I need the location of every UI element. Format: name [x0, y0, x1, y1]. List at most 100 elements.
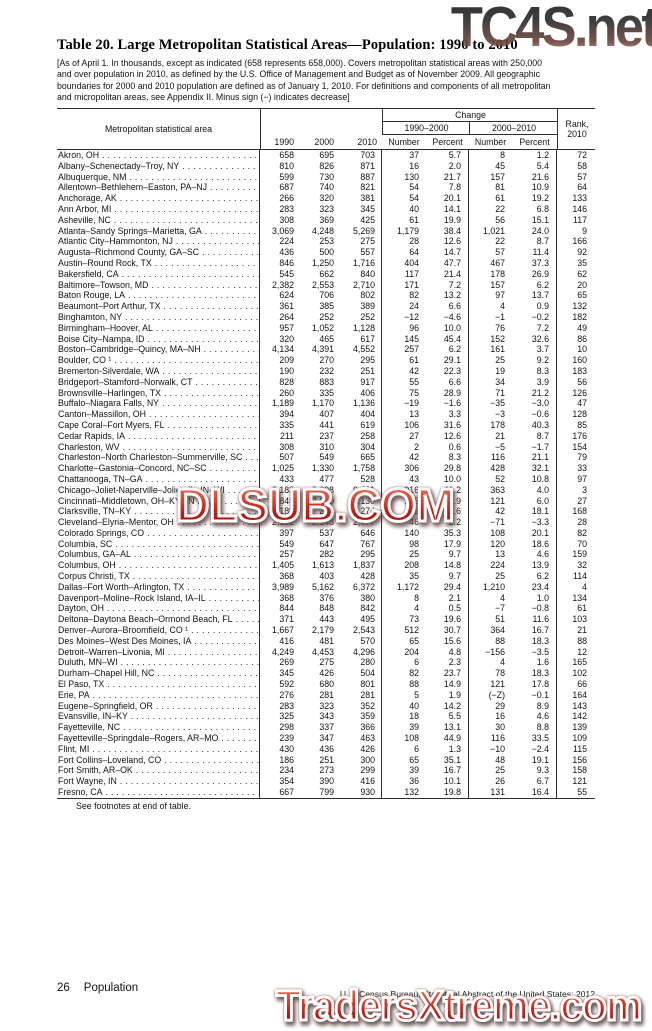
metro-area-name: Brownsville–Harlingen, TX...............… [57, 387, 260, 399]
metro-area-name: Asheville, NC...........................… [57, 214, 260, 226]
table-cell: 30.7 [426, 625, 469, 636]
section-name: Population [83, 982, 139, 994]
table-cell: 425 [340, 214, 382, 226]
metro-area-name: Deltona–Daytona Beach–Ormond Beach, FL..… [57, 614, 260, 626]
table-cell: 35.1 [426, 754, 469, 766]
metro-area-name: Fayetteville, NC........................… [58, 722, 260, 734]
table-cell: 801 [340, 679, 382, 690]
table-cell: 58 [577, 160, 587, 171]
table-cell: 52 [495, 473, 505, 484]
table-cell: 802 [340, 290, 382, 302]
table-cell: 397 [279, 527, 294, 538]
metro-area-name: Dallas–Fort Worth–Arlington, TX.........… [58, 581, 260, 593]
table-cell: 740 [319, 182, 334, 193]
table-cell: 20.1 [512, 527, 557, 539]
metro-area-name: Chicago–Joliet-Naperville–Joliet, IL–IN–… [57, 484, 260, 496]
population-table: Metropolitan statistical area Change 199… [57, 108, 595, 799]
metro-area-name: Denver–Aurora–Broomfield, CO ¹..........… [57, 625, 260, 636]
table-cell: 86 [577, 333, 587, 344]
table-cell: −35 [490, 398, 505, 409]
table-cell: (−Z) [488, 689, 505, 700]
table-row: Charleston, WV..........................… [57, 441, 595, 453]
table-cell: 13 [409, 409, 419, 420]
table-cell: 1.0 [512, 592, 557, 604]
dot-leader: ........................................… [208, 592, 259, 603]
metro-area-name: Canton–Massillon, OH....................… [57, 409, 260, 420]
table-cell: 8.3 [512, 365, 557, 377]
table-cell: 430 [279, 743, 294, 754]
table-cell: 11.6 [512, 614, 557, 626]
table-cell: 23.4 [512, 581, 557, 593]
dot-leader: ........................................… [225, 485, 259, 496]
watermark-dlsub: DLSUB.COM [175, 478, 457, 533]
table-cell: 19.6 [426, 614, 469, 626]
table-cell: 109 [572, 733, 587, 744]
table-cell: 22 [495, 203, 505, 214]
table-cell: 142 [572, 711, 587, 722]
dot-leader: ........................................… [119, 776, 259, 787]
table-cell: 264 [279, 311, 294, 322]
table-row: Allentown–Bethlehem–Easton, PA–NJ.......… [57, 182, 595, 194]
table-cell: 404 [404, 257, 419, 268]
table-row: Bremerton-Silverdale, WA................… [57, 365, 595, 377]
table-cell: 48 [495, 754, 505, 765]
dot-leader: ........................................… [175, 236, 259, 247]
table-cell: 416 [279, 635, 294, 646]
table-cell: 549 [319, 452, 334, 463]
table-cell: 28 [577, 517, 587, 528]
table-cell: 9.7 [426, 571, 469, 582]
table-cell: 23.7 [426, 668, 469, 680]
table-cell: 131 [490, 787, 505, 798]
table-row: Colorado Springs, CO....................… [57, 527, 595, 539]
dot-leader: ........................................… [182, 160, 259, 171]
table-cell: 116 [490, 733, 505, 744]
table-row: Austin–Round Rock, TX...................… [57, 257, 595, 269]
table-cell: 343 [319, 711, 334, 722]
table-cell: 883 [319, 376, 334, 387]
table-cell: 269 [279, 657, 294, 668]
table-cell: 14.9 [426, 679, 469, 690]
table-cell: 1.6 [512, 657, 557, 669]
table-cell: 211 [279, 430, 294, 441]
column-header-percent-2: Percent [519, 137, 550, 147]
table-cell: 258 [340, 430, 382, 442]
table-cell: 282 [319, 549, 334, 560]
table-cell: 82 [409, 290, 419, 301]
table-cell: 361 [279, 301, 294, 312]
dot-leader: ........................................… [203, 344, 259, 355]
table-cell: 2,148 [300, 517, 340, 528]
table-cell: 917 [340, 376, 382, 388]
table-cell: 15.6 [426, 635, 469, 647]
table-cell: −0.2 [512, 311, 557, 323]
table-cell: 178 [490, 268, 505, 279]
table-cell: 347 [319, 733, 334, 744]
table-cell: 2,130 [340, 495, 382, 507]
table-cell: −0.1 [512, 689, 557, 701]
table-cell: 1,189 [271, 398, 294, 409]
table-cell: 266 [279, 193, 294, 204]
table-cell: 16 [495, 711, 505, 722]
table-cell: 25 [409, 549, 419, 560]
metro-area-name: Albany–Schenectady–Troy, NY.............… [58, 160, 260, 172]
table-row: Dallas–Fort Worth–Arlington, TX.........… [57, 581, 595, 593]
table-cell: 10.0 [426, 322, 469, 334]
table-cell: 1,170 [311, 398, 334, 409]
metro-area-name: Bridgeport–Stamford–Norwalk, CT.........… [57, 376, 260, 388]
dot-leader: ........................................… [135, 765, 259, 776]
table-cell: 1,613 [311, 560, 334, 571]
table-cell: 130 [404, 171, 419, 182]
table-cell: 6,372 [340, 581, 382, 593]
table-row: Cincinnati–Middletown, OH–KY–IN.........… [57, 495, 595, 507]
table-cell: 17.8 [512, 679, 557, 690]
dot-leader: ........................................… [191, 625, 259, 636]
table-cell: 82 [577, 527, 587, 538]
table-cell: 88 [495, 635, 505, 646]
table-cell: 26.9 [512, 268, 557, 280]
table-cell: 846 [279, 257, 294, 268]
table-row: Baltimore–Towson, MD....................… [57, 279, 595, 291]
table-cell: 426 [319, 668, 334, 679]
table-cell: 295 [340, 355, 382, 366]
table-cell: 703 [340, 150, 382, 161]
table-cell: 40 [409, 203, 419, 214]
